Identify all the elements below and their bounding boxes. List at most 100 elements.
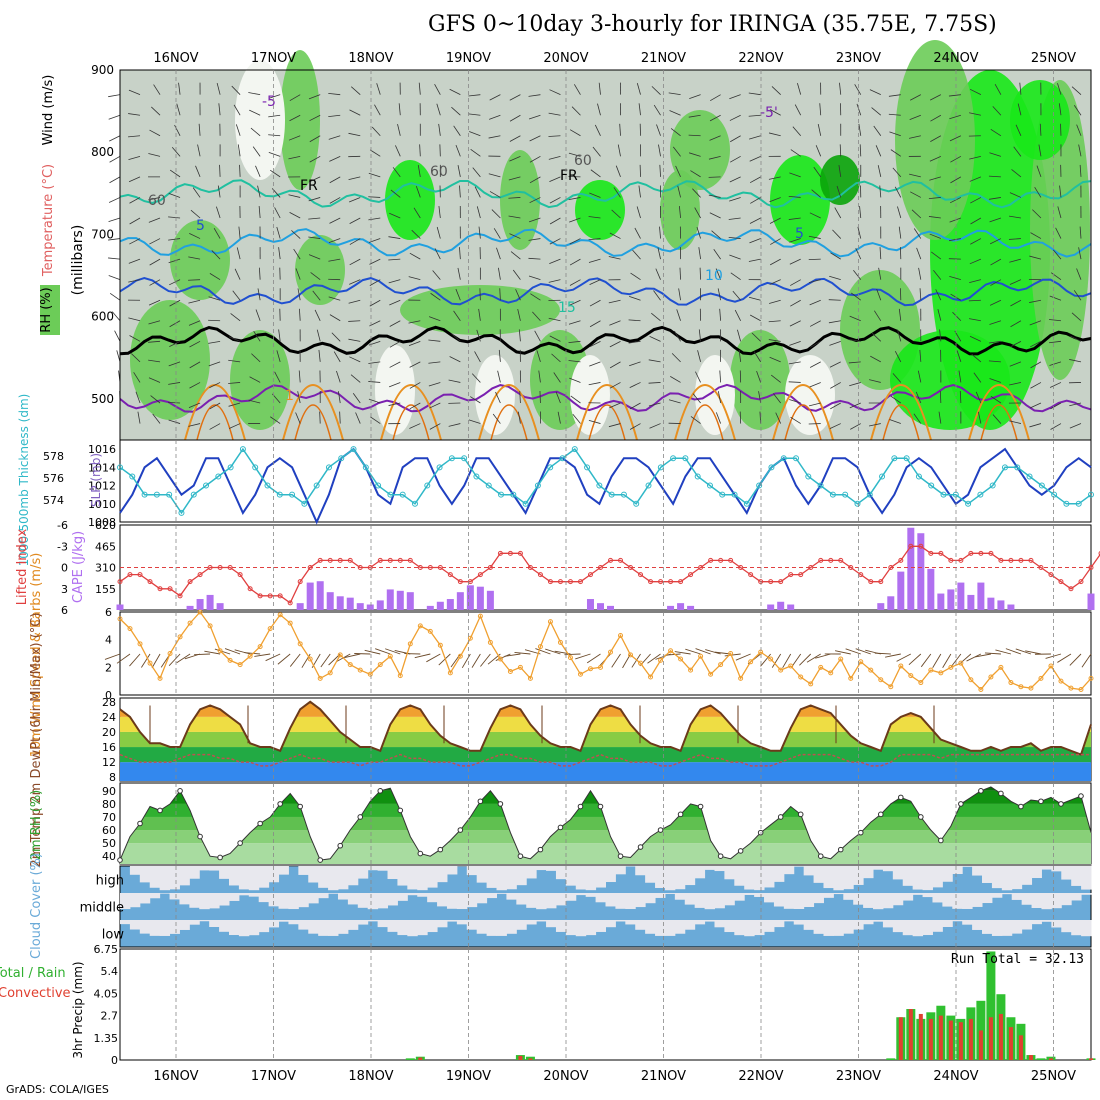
wind-barb — [388, 402, 401, 406]
cloud-cell — [437, 866, 448, 883]
li-marker — [848, 565, 854, 570]
wind-barb — [1034, 187, 1042, 198]
wind-barb — [749, 155, 761, 162]
wind-barb — [854, 84, 862, 95]
cloud-cell — [684, 866, 696, 886]
li-marker — [798, 572, 804, 578]
cloud-cell — [952, 893, 963, 909]
wind-barb — [549, 89, 561, 96]
thickness-marker — [178, 509, 185, 516]
wind-barb — [169, 169, 181, 178]
wind-marker — [1018, 684, 1024, 690]
rh-marker — [1078, 793, 1084, 799]
wind-barb — [512, 269, 521, 280]
wind-barb — [408, 276, 421, 281]
cape-bar — [917, 533, 925, 610]
wind-barb — [896, 653, 912, 662]
cloud-cell — [902, 893, 914, 901]
wind-barb — [192, 187, 201, 198]
cloud-cell — [248, 920, 260, 936]
wind-barb — [309, 114, 321, 122]
wind-barb — [758, 391, 762, 404]
rh-marker — [1038, 798, 1044, 805]
li-marker — [788, 572, 794, 578]
wind-barb — [528, 275, 541, 281]
wind-marker — [187, 620, 193, 626]
wind-barb — [249, 376, 261, 383]
cloud-cell — [209, 866, 220, 871]
cape-bar — [777, 601, 785, 610]
wind-barb — [1052, 249, 1062, 260]
rh-marker — [577, 803, 584, 810]
cloud-cell — [1021, 920, 1033, 930]
wind-barb — [498, 349, 501, 362]
wind-barb — [968, 299, 981, 302]
wind-barb — [389, 212, 401, 219]
wind-barb — [128, 135, 141, 138]
wind-barb — [392, 167, 401, 178]
wind-barb — [835, 650, 851, 655]
thickness-marker — [203, 482, 210, 489]
wind-barb — [129, 217, 141, 225]
cloud-cell — [159, 866, 171, 891]
wind-barb — [131, 353, 141, 363]
thickness-marker — [682, 455, 689, 462]
isotherm-line — [870, 384, 932, 441]
wind-barb — [714, 651, 731, 655]
wind-marker — [1078, 686, 1084, 692]
rh-dry-area — [235, 60, 285, 180]
wind-barb — [949, 197, 962, 204]
cloud-cell — [446, 866, 458, 875]
wind-barb — [368, 196, 381, 198]
wind-barb — [735, 653, 751, 661]
wind-barb — [670, 376, 681, 383]
wind-barb — [632, 249, 641, 260]
wind-barb — [328, 92, 341, 96]
wind-barb — [611, 653, 621, 668]
wind-barb — [929, 155, 942, 162]
wind-barb — [1073, 290, 1082, 301]
isotherm-line — [392, 404, 430, 441]
wind-barb — [828, 320, 841, 324]
wind-barb — [548, 155, 561, 160]
wind-barb — [276, 226, 281, 239]
wind-barb — [369, 149, 381, 157]
cloud-cell — [585, 893, 597, 897]
li-marker — [608, 557, 614, 563]
wind-marker — [938, 670, 944, 676]
wind-barb — [336, 370, 341, 383]
wind-barb — [589, 361, 601, 367]
cloud-cell — [655, 920, 666, 936]
li-marker — [678, 579, 684, 585]
wind-barb — [897, 206, 902, 219]
wind-barb — [970, 238, 982, 245]
precip-tick-label: 6.75 — [94, 943, 119, 956]
wind-barb — [890, 149, 902, 157]
wind-barb — [768, 339, 781, 342]
thickness-tick-label: 574 — [43, 494, 64, 507]
cloud-cell — [209, 893, 220, 909]
rh-marker — [437, 846, 444, 853]
wind-marker — [127, 626, 133, 632]
wind-marker — [948, 664, 954, 670]
wind-barb — [176, 653, 191, 664]
wind-barb — [956, 350, 962, 363]
wind-barb — [176, 103, 181, 116]
li-marker — [247, 586, 253, 592]
li-marker — [167, 586, 173, 592]
wind-barb — [168, 361, 181, 367]
wind-barb — [589, 192, 601, 198]
li-marker — [397, 557, 403, 563]
cloud-cell — [625, 893, 636, 910]
wind-barb — [189, 382, 201, 389]
cloud-cell — [655, 893, 666, 898]
cloud-axis-title: Cloud Cover (%) — [29, 853, 44, 959]
wind-barb — [318, 349, 321, 362]
wind-barb — [990, 395, 1002, 404]
wind-barb — [728, 217, 741, 220]
wind-barb — [448, 423, 461, 427]
cape-bar — [887, 596, 895, 610]
wind-barb — [337, 391, 341, 404]
wind-barb — [497, 370, 501, 383]
cloud-cell — [892, 920, 904, 933]
